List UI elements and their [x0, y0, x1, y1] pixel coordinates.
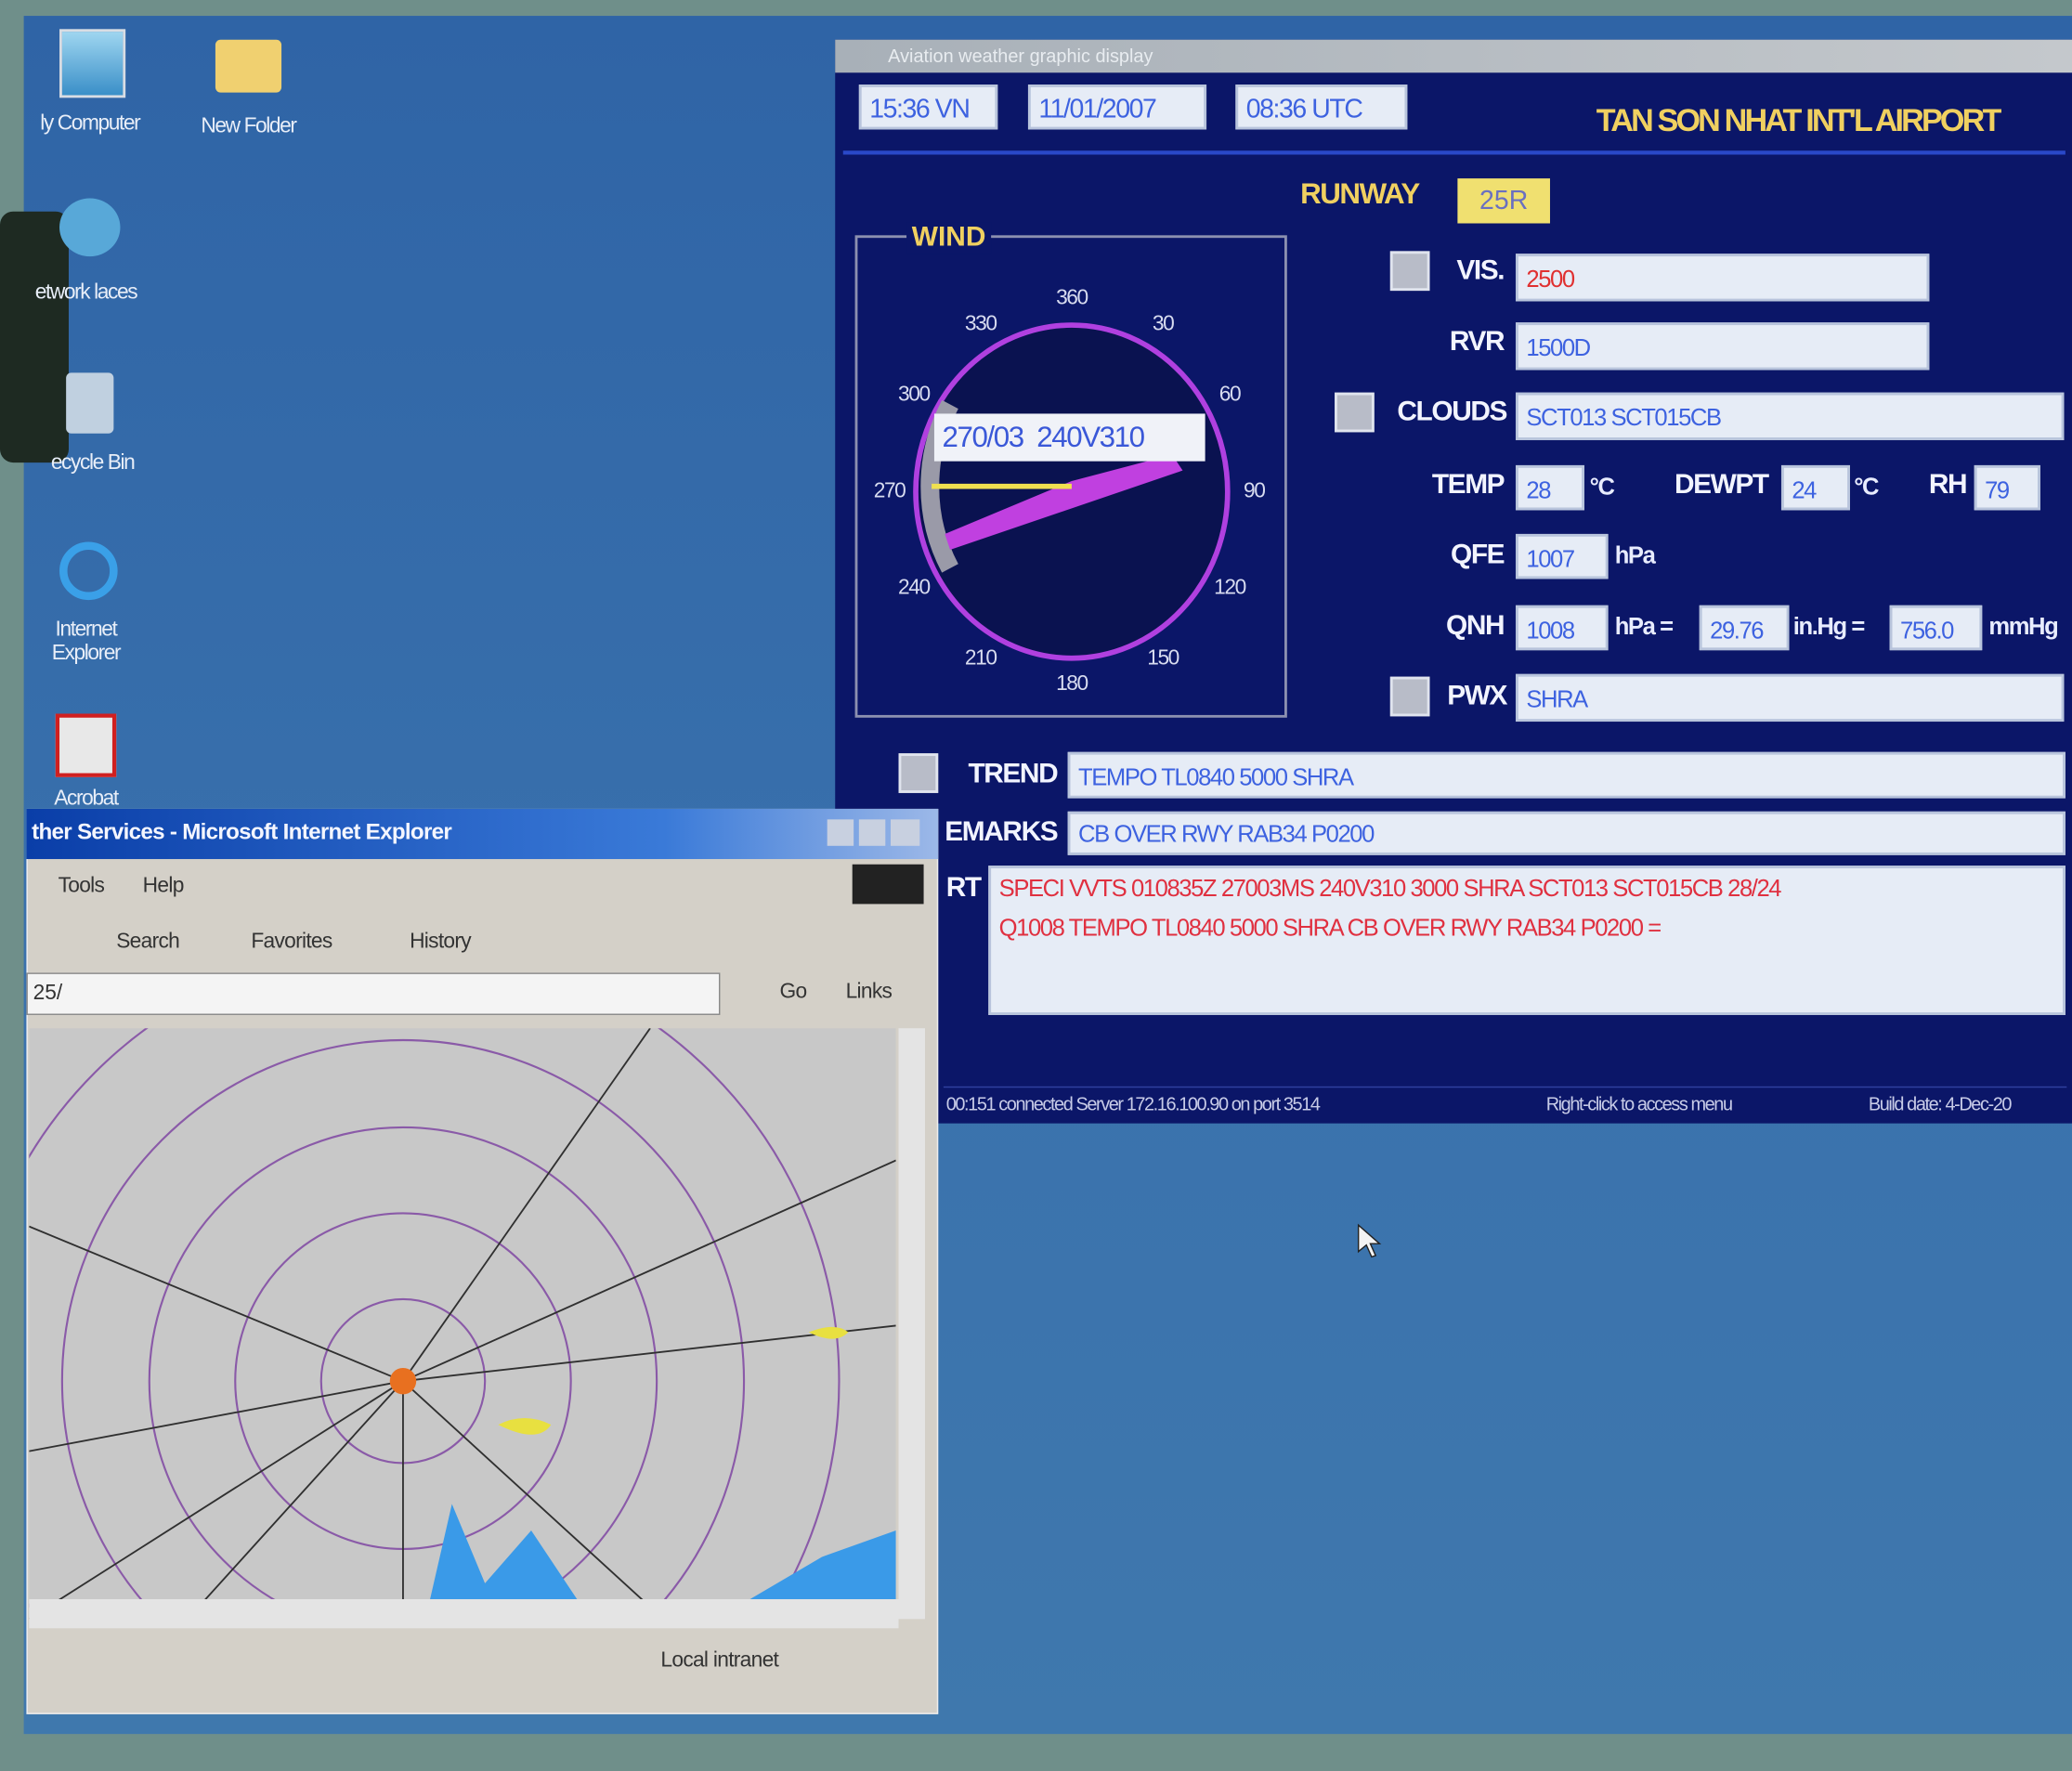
maximize-button[interactable]: [859, 819, 885, 845]
compass-label: 360: [1056, 285, 1088, 309]
compass-label: 270: [874, 477, 906, 501]
local-time: 15:36 VN: [859, 85, 997, 129]
cursor: [1356, 1222, 1382, 1259]
icon[interactable]: [66, 372, 113, 433]
field-value: 1500D: [1516, 322, 1929, 370]
field-label: EMARKS: [925, 816, 1057, 848]
icon[interactable]: [59, 541, 118, 600]
field-value: 1007: [1516, 534, 1609, 579]
menu-item[interactable]: Help: [143, 875, 184, 899]
field-value: SCT013 SCT015CB: [1516, 393, 2064, 440]
throbber: [853, 865, 924, 905]
field-label: CLOUDS: [1375, 397, 1506, 428]
status-text: Right-click to access menu: [1546, 1093, 1732, 1114]
toolbar-button[interactable]: Favorites: [251, 931, 332, 955]
runway-label: RUNWAY: [1300, 177, 1419, 212]
button[interactable]: [1335, 393, 1375, 433]
field-label: RH: [1903, 469, 1966, 501]
compass-label: 240: [898, 574, 930, 598]
compass-label: 330: [965, 310, 997, 334]
report-box: SPECI VVTS 010835Z 27003MS 240V310 3000 …: [988, 866, 2065, 1015]
unit: hPa =: [1615, 613, 1673, 641]
field-label: RVR: [1375, 327, 1504, 358]
browser-status: Local intranet: [660, 1649, 778, 1673]
toolbar-button[interactable]: History: [410, 931, 471, 955]
icon-label[interactable]: etwork laces: [26, 281, 145, 306]
compass-label: 180: [1056, 671, 1088, 695]
go-button[interactable]: Go: [779, 981, 806, 1005]
scrollbar[interactable]: [899, 1028, 925, 1619]
body: ly Computer New Folder etwork laces ecyc…: [0, 0, 2072, 1771]
field-value: 756.0: [1890, 606, 1983, 650]
links-button[interactable]: Links: [846, 981, 893, 1005]
compass-label: 150: [1147, 645, 1179, 669]
airport-name: TAN SON NHAT INT'L AIRPORT: [1596, 103, 2000, 140]
toolbar-button[interactable]: Search: [116, 931, 179, 955]
camera-object: [0, 212, 69, 462]
field-value: CB OVER RWY RAB34 P0200: [1068, 812, 2065, 855]
field-value: 2500: [1516, 254, 1929, 301]
field-value: SHRA: [1516, 674, 2064, 722]
field-label: QNH: [1375, 610, 1504, 642]
unit: mmHg: [1988, 613, 2057, 641]
compass-label: 120: [1214, 574, 1245, 598]
icon-label[interactable]: Internet Explorer: [20, 619, 151, 666]
icon[interactable]: [59, 29, 125, 98]
compass-label: 210: [965, 645, 997, 669]
compass-label: 60: [1219, 382, 1241, 406]
compass-label: 300: [898, 382, 930, 406]
icon-label[interactable]: ly Computer: [24, 112, 156, 137]
app-titlebar: Aviation weather graphic display: [835, 40, 2072, 73]
divider: [843, 150, 2065, 154]
close-button[interactable]: [891, 819, 919, 845]
h-scrollbar[interactable]: [29, 1599, 898, 1628]
field-label: TREND: [925, 759, 1057, 790]
field-label: QFE: [1375, 540, 1504, 571]
icon[interactable]: [59, 198, 120, 256]
compass-label: 30: [1153, 310, 1174, 334]
address-bar[interactable]: 25/: [26, 972, 720, 1015]
menu-item[interactable]: Tools: [59, 875, 105, 899]
icon-label[interactable]: Acrobat: [20, 788, 151, 812]
icon-label[interactable]: ecycle Bin: [26, 452, 158, 476]
status-bar: 00:151 connected Server 172.16.100.90 on…: [944, 1087, 2066, 1120]
screen-photo: ly Computer New Folder etwork laces ecyc…: [0, 0, 2072, 1771]
field-value: 1008: [1516, 606, 1609, 650]
minimize-button[interactable]: [827, 819, 854, 845]
unit: in.Hg =: [1793, 613, 1864, 641]
field-label: TEMP: [1375, 469, 1504, 501]
field-value: 29.76: [1700, 606, 1790, 650]
report-line: SPECI VVTS 010835Z 27003MS 240V310 3000 …: [999, 868, 2063, 908]
page: Screenshot {"desktop": {"icons": ["ly Co…: [0, 0, 2072, 1771]
icon[interactable]: [56, 713, 116, 776]
icon[interactable]: [215, 40, 281, 93]
radar-map: [29, 1028, 895, 1619]
compass-label: 90: [1244, 477, 1265, 501]
field-label: PWX: [1375, 681, 1506, 712]
icon-label[interactable]: New Folder: [182, 115, 314, 139]
field-label: DEWPT: [1638, 469, 1767, 501]
status-text: 00:151 connected Server 172.16.100.90 on…: [946, 1093, 1320, 1114]
report-line: Q1008 TEMPO TL0840 5000 SHRA CB OVER RWY…: [999, 908, 2063, 948]
runway-value: 25R: [1457, 178, 1550, 223]
browser-title: ther Services - Microsoft Internet Explo…: [32, 819, 451, 845]
field-value: TEMPO TL0840 5000 SHRA: [1068, 752, 2065, 799]
wind-dial: 360 30 60 90 120 150 180 210 240 270 300 330: [855, 235, 1287, 717]
field-label: VIS.: [1375, 255, 1504, 287]
field-value: 28: [1516, 465, 1584, 510]
field-value: 79: [1974, 465, 2040, 510]
status-text: Build date: 4-Dec-20: [1869, 1093, 2011, 1114]
field-value: 24: [1781, 465, 1850, 510]
utc-time: 08:36 UTC: [1235, 85, 1407, 129]
unit: °C: [1590, 473, 1614, 501]
unit: °C: [1854, 473, 1878, 501]
unit: hPa: [1615, 541, 1655, 569]
date: 11/01/2007: [1028, 85, 1206, 129]
wind-reading: 270/03 240V310: [934, 413, 1205, 461]
